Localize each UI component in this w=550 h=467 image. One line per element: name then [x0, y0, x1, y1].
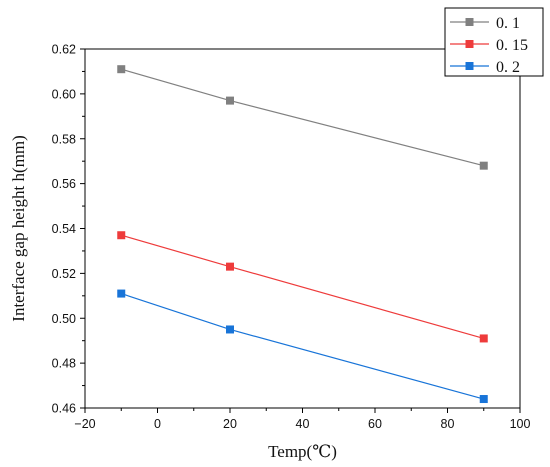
- series-layer: [117, 65, 488, 404]
- y-tick-label: 0.60: [52, 87, 76, 101]
- y-tick-label: 0.58: [52, 132, 76, 146]
- series-line: [121, 292, 484, 400]
- x-axis-title: Temp(℃): [268, 442, 337, 461]
- y-tick-label: 0.50: [52, 312, 76, 326]
- y-tick-label: 0.48: [52, 357, 76, 371]
- legend-marker: [465, 62, 474, 70]
- y-tick-label: 0.52: [52, 267, 76, 281]
- axes: −20 0 20 40 60 80 100 0.46 0.48 0.50 0.52 0.54 0.56 0…: [52, 43, 531, 432]
- data-point: [117, 65, 126, 74]
- data-point: [226, 262, 234, 271]
- legend-label: 0. 2: [496, 59, 520, 76]
- legend: 0. 1 0. 15 0. 2: [444, 7, 544, 77]
- series-2: [117, 231, 488, 343]
- series-3: [117, 289, 488, 404]
- plot-area: [84, 48, 521, 409]
- x-tick-label: 80: [441, 417, 455, 431]
- legend-entry: 0. 15: [450, 37, 528, 54]
- series-1: [117, 65, 488, 170]
- y-tick-label: 0.46: [52, 402, 76, 416]
- data-point: [117, 289, 126, 298]
- y-tick-label: 0.56: [52, 177, 76, 191]
- series-line: [121, 68, 484, 167]
- x-tick-label: 60: [368, 417, 382, 431]
- plot-frame: [84, 48, 521, 409]
- x-tick-label: 0: [154, 417, 161, 431]
- legend-label: 0. 1: [496, 15, 520, 32]
- y-tick-label: 0.54: [52, 222, 76, 236]
- data-point: [226, 96, 234, 105]
- y-tick-label: 0.62: [52, 43, 76, 57]
- y-axis-title: Interface gap height h(mm): [9, 135, 28, 321]
- legend-marker: [465, 18, 474, 26]
- data-point: [479, 334, 488, 343]
- x-tick-label: 40: [296, 417, 310, 431]
- x-tick-label: −20: [74, 417, 95, 431]
- legend-entry: 0. 2: [450, 59, 520, 76]
- data-point: [479, 161, 488, 170]
- legend-entry: 0. 1: [450, 15, 520, 32]
- legend-box: [444, 7, 544, 77]
- legend-label: 0. 15: [496, 37, 528, 54]
- x-tick-label: 100: [510, 417, 531, 431]
- series-line: [121, 234, 484, 340]
- data-point: [226, 325, 234, 334]
- legend-marker: [465, 40, 474, 48]
- x-tick-label: 20: [223, 417, 237, 431]
- data-point: [117, 231, 126, 240]
- data-point: [479, 395, 488, 404]
